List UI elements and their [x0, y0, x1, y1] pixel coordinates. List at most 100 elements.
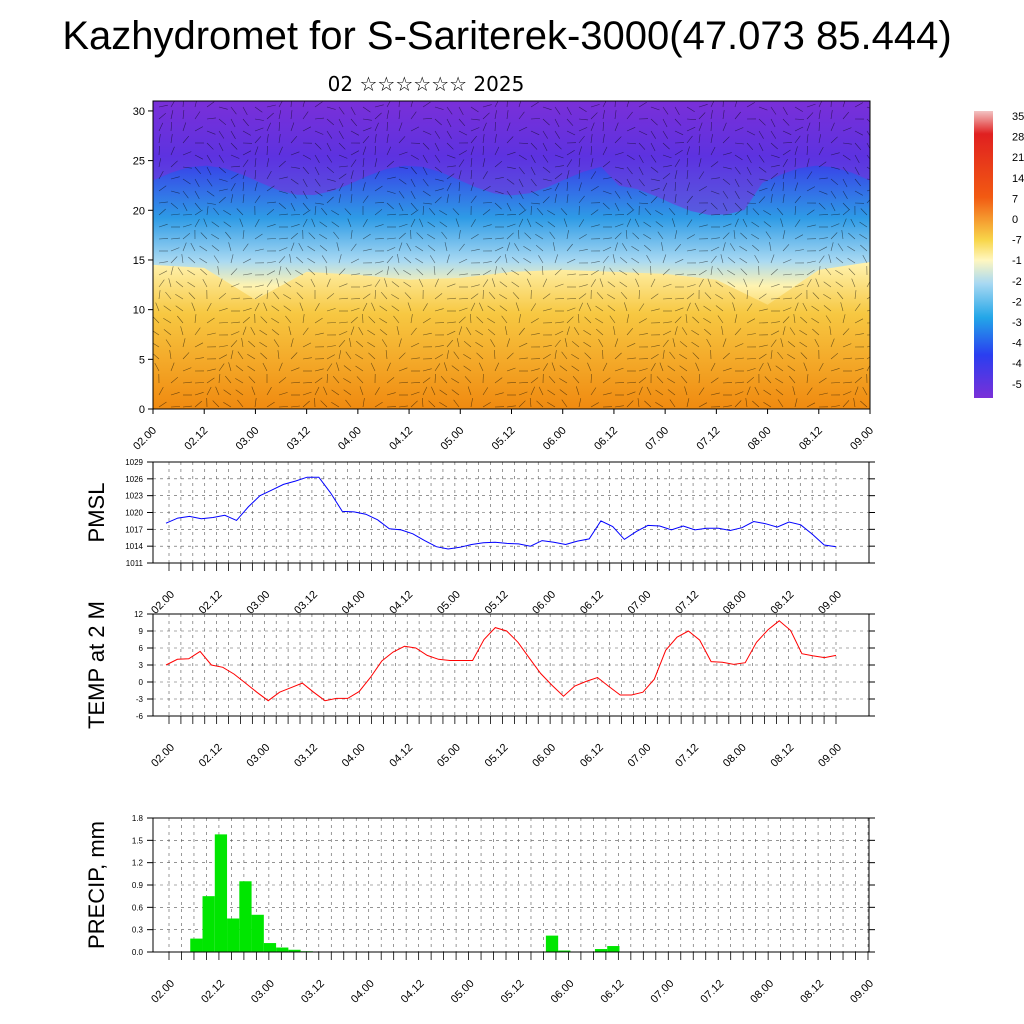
heatmap-xtick-label: 03.12	[285, 425, 313, 453]
xtick-label: 07.12	[673, 742, 701, 770]
xtick-label: 07.00	[626, 742, 654, 770]
ytick-label: 1029	[125, 458, 143, 467]
pmsl-line	[165, 476, 837, 550]
xtick-label: 03.00	[244, 589, 272, 617]
heatmap-xtick-label: 03.00	[234, 425, 262, 453]
colorbar-label: -2	[1012, 296, 1022, 308]
ytick-label: 6	[139, 644, 144, 653]
xtick-label: 09.00	[816, 589, 844, 617]
heatmap-plot	[153, 101, 870, 409]
xtick-label: 08.12	[798, 978, 826, 1006]
xtick-label: 05.00	[449, 978, 477, 1006]
colorbar	[974, 111, 993, 398]
heatmap-xtick-label: 05.00	[438, 425, 466, 453]
xtick-label: 04.12	[399, 978, 427, 1006]
xtick-label: 05.12	[483, 589, 511, 617]
heatmap-ytick-label: 15	[133, 255, 145, 267]
xtick-label: 08.12	[769, 589, 797, 617]
colorbar-label: -5	[1012, 379, 1022, 391]
precip-bar	[276, 947, 289, 952]
precip-bar	[545, 935, 559, 952]
xtick-label: 09.00	[816, 742, 844, 770]
panel-3: 0.0 0.3 0.6 0.9 1.2 1.5 1.8 02.00 02.12 03.00 03.1…	[84, 814, 876, 1006]
colorbar-label: -1	[1012, 255, 1022, 267]
xtick-label: 03.12	[292, 742, 320, 770]
heatmap-xtick-label: 07.12	[695, 425, 723, 453]
colorbar-label: 7	[1012, 193, 1018, 205]
xtick-label: 05.12	[483, 742, 511, 770]
heatmap-ytick-label: 10	[133, 305, 145, 317]
xtick-label: 04.00	[340, 589, 368, 617]
xtick-label: 07.12	[698, 978, 726, 1006]
chart-title: Kazhydromet for S-Sariterek-3000(47.073 …	[62, 14, 952, 58]
xtick-label: 03.00	[249, 978, 277, 1006]
xtick-label: 08.00	[748, 978, 776, 1006]
xtick-label: 04.12	[387, 742, 415, 770]
heatmap-xtick-label: 02.12	[182, 425, 210, 453]
chart-subtitle: 02 ☆☆☆☆☆☆ 2025	[327, 72, 525, 96]
ytick-label: 0.6	[132, 903, 144, 912]
heatmap-xtick-label: 08.00	[746, 425, 774, 453]
heatmap-ytick-label: 30	[133, 106, 145, 118]
xtick-label: 09.00	[848, 978, 876, 1006]
heatmap-xtick-label: 02.00	[131, 425, 159, 453]
xtick-label: 06.00	[530, 742, 558, 770]
precip-bar	[227, 918, 240, 952]
precip-bar	[190, 938, 203, 952]
heatmap-xtick-label: 06.12	[592, 425, 620, 453]
precip-bar	[288, 949, 301, 952]
precip-bar	[239, 881, 252, 952]
xtick-label: 05.00	[435, 589, 463, 617]
ytick-label: 0	[139, 678, 144, 687]
xtick-label: 07.00	[648, 978, 676, 1006]
colorbar-label: 21	[1012, 152, 1024, 164]
colorbar-label: 14	[1012, 173, 1024, 185]
ytick-label: -6	[136, 712, 144, 721]
colorbar-label: -4	[1012, 358, 1022, 370]
warm-region	[153, 262, 870, 409]
colorbar-label: 0	[1012, 214, 1018, 226]
xtick-label: 03.12	[299, 978, 327, 1006]
ytick-label: 1.8	[132, 814, 144, 823]
xtick-label: 04.00	[340, 742, 368, 770]
heatmap-ytick-label: 20	[133, 205, 145, 217]
ylabel: PMSL	[84, 483, 109, 543]
heatmap-xtick-label: 08.12	[797, 425, 825, 453]
precip-bar	[214, 834, 228, 952]
ytick-label: 1026	[125, 475, 143, 484]
xtick-label: 02.00	[149, 589, 177, 617]
xtick-label: 06.00	[530, 589, 558, 617]
colorbar-label: -7	[1012, 235, 1022, 247]
heatmap-xtick-label: 06.00	[541, 425, 569, 453]
xtick-label: 03.12	[292, 589, 320, 617]
ytick-label: 12	[134, 610, 143, 619]
precip-bar	[251, 914, 264, 952]
xtick-label: 02.12	[199, 978, 227, 1006]
ytick-label: 1017	[125, 525, 143, 534]
colorbar-label: -3	[1012, 317, 1022, 329]
xtick-label: 02.12	[197, 742, 225, 770]
xtick-label: 04.00	[349, 978, 377, 1006]
ylabel: PRECIP, mm	[84, 821, 109, 949]
heatmap-ytick-label: 0	[139, 404, 145, 416]
xtick-label: 08.12	[769, 742, 797, 770]
heatmap-xtick-label: 05.12	[490, 425, 518, 453]
heatmap-xtick-label: 04.12	[387, 425, 415, 453]
panel-grid	[153, 461, 869, 564]
panel-1: 1011 1014 1017 1020 1023 1026 1029 02.00 02.12 03…	[84, 458, 875, 617]
xtick-label: 06.12	[578, 589, 606, 617]
colorbar-label: 35	[1012, 111, 1024, 123]
xtick-label: 03.00	[244, 742, 272, 770]
heatmap-xtick-label: 07.00	[643, 425, 671, 453]
xtick-label: 05.12	[499, 978, 527, 1006]
colorbar-label: -2	[1012, 276, 1022, 288]
ytick-label: 9	[139, 627, 144, 636]
panel-grid	[153, 613, 869, 717]
precip-bar	[607, 946, 620, 952]
colorbar-label: -4	[1012, 338, 1022, 350]
ytick-label: 1014	[125, 542, 143, 551]
precip-bar	[263, 943, 277, 952]
xtick-label: 06.00	[549, 978, 577, 1006]
heatmap-xtick-label: 04.00	[336, 425, 364, 453]
precip-bar	[202, 896, 215, 952]
